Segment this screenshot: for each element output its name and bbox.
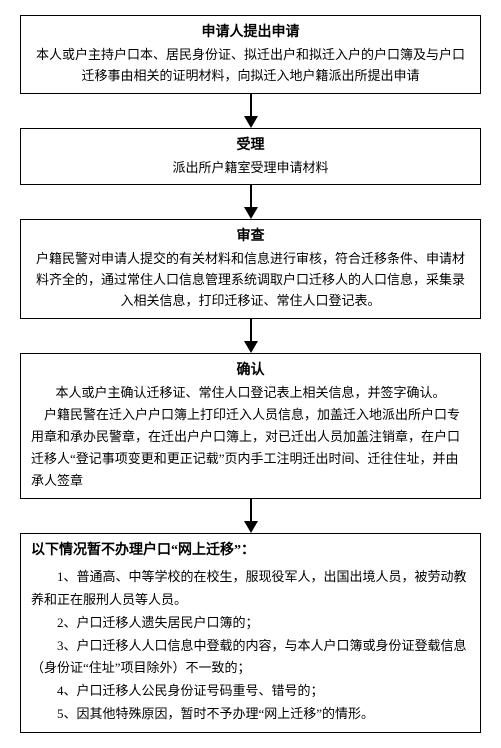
node-accept-desc: 派出所户籍室受理申请材料 bbox=[31, 158, 470, 179]
node-confirm: 确认 本人或户主确认迁移证、常住人口登记表上相关信息，并签字确认。 户籍民警在迁… bbox=[20, 353, 481, 499]
arrow-3 bbox=[241, 319, 261, 353]
exception-item-2: 2、户口迁移人遗失居民户口簿的； bbox=[31, 612, 470, 635]
node-review-desc: 户籍民警对申请人提交的有关材料和信息进行审核，符合迁移条件、申请材料齐全的，通过… bbox=[31, 249, 470, 311]
arrow-1 bbox=[241, 94, 261, 128]
node-apply-title: 申请人提出申请 bbox=[31, 22, 470, 43]
node-apply-desc: 本人或户主持户口本、居民身份证、拟迁出户和拟迁入户的户口簿及与户口迁移事由相关的… bbox=[31, 45, 470, 87]
exception-item-5: 5、因其他特殊原因，暂时不予办理“网上迁移”的情形。 bbox=[31, 703, 470, 726]
arrow-2 bbox=[241, 185, 261, 219]
node-review: 审查 户籍民警对申请人提交的有关材料和信息进行审核，符合迁移条件、申请材料齐全的… bbox=[20, 219, 481, 318]
node-exceptions: 以下情况暂不办理户口“网上迁移”： 1、普通高、中等学校的在校生，服现役军人，出… bbox=[20, 533, 481, 733]
node-confirm-title: 确认 bbox=[31, 360, 470, 381]
exception-item-1: 1、普通高、中等学校的在校生，服现役军人，出国出境人员，被劳动教养和正在服刑人员… bbox=[31, 566, 470, 612]
arrow-4 bbox=[241, 499, 261, 533]
node-accept-title: 受理 bbox=[31, 135, 470, 156]
node-exceptions-subtitle: 以下情况暂不办理户口“网上迁移”： bbox=[31, 540, 470, 562]
node-accept: 受理 派出所户籍室受理申请材料 bbox=[20, 128, 481, 186]
exception-item-4: 4、户口迁移人公民身份证号码重号、错号的； bbox=[31, 680, 470, 703]
node-confirm-line1: 本人或户主确认迁移证、常住人口登记表上相关信息，并签字确认。 bbox=[31, 383, 470, 404]
flowchart-container: 申请人提出申请 本人或户主持户口本、居民身份证、拟迁出户和拟迁入户的户口簿及与户… bbox=[20, 15, 481, 733]
node-apply: 申请人提出申请 本人或户主持户口本、居民身份证、拟迁出户和拟迁入户的户口簿及与户… bbox=[20, 15, 481, 94]
node-review-title: 审查 bbox=[31, 226, 470, 247]
exception-item-3: 3、户口迁移人人口信息中登载的内容，与本人户口簿或身份证登载信息（身份证“住址”… bbox=[31, 635, 470, 681]
node-confirm-line2: 户籍民警在迁入户户口簿上打印迁入人员信息，加盖迁入地派出所户口专用章和承办民警章… bbox=[31, 404, 470, 492]
